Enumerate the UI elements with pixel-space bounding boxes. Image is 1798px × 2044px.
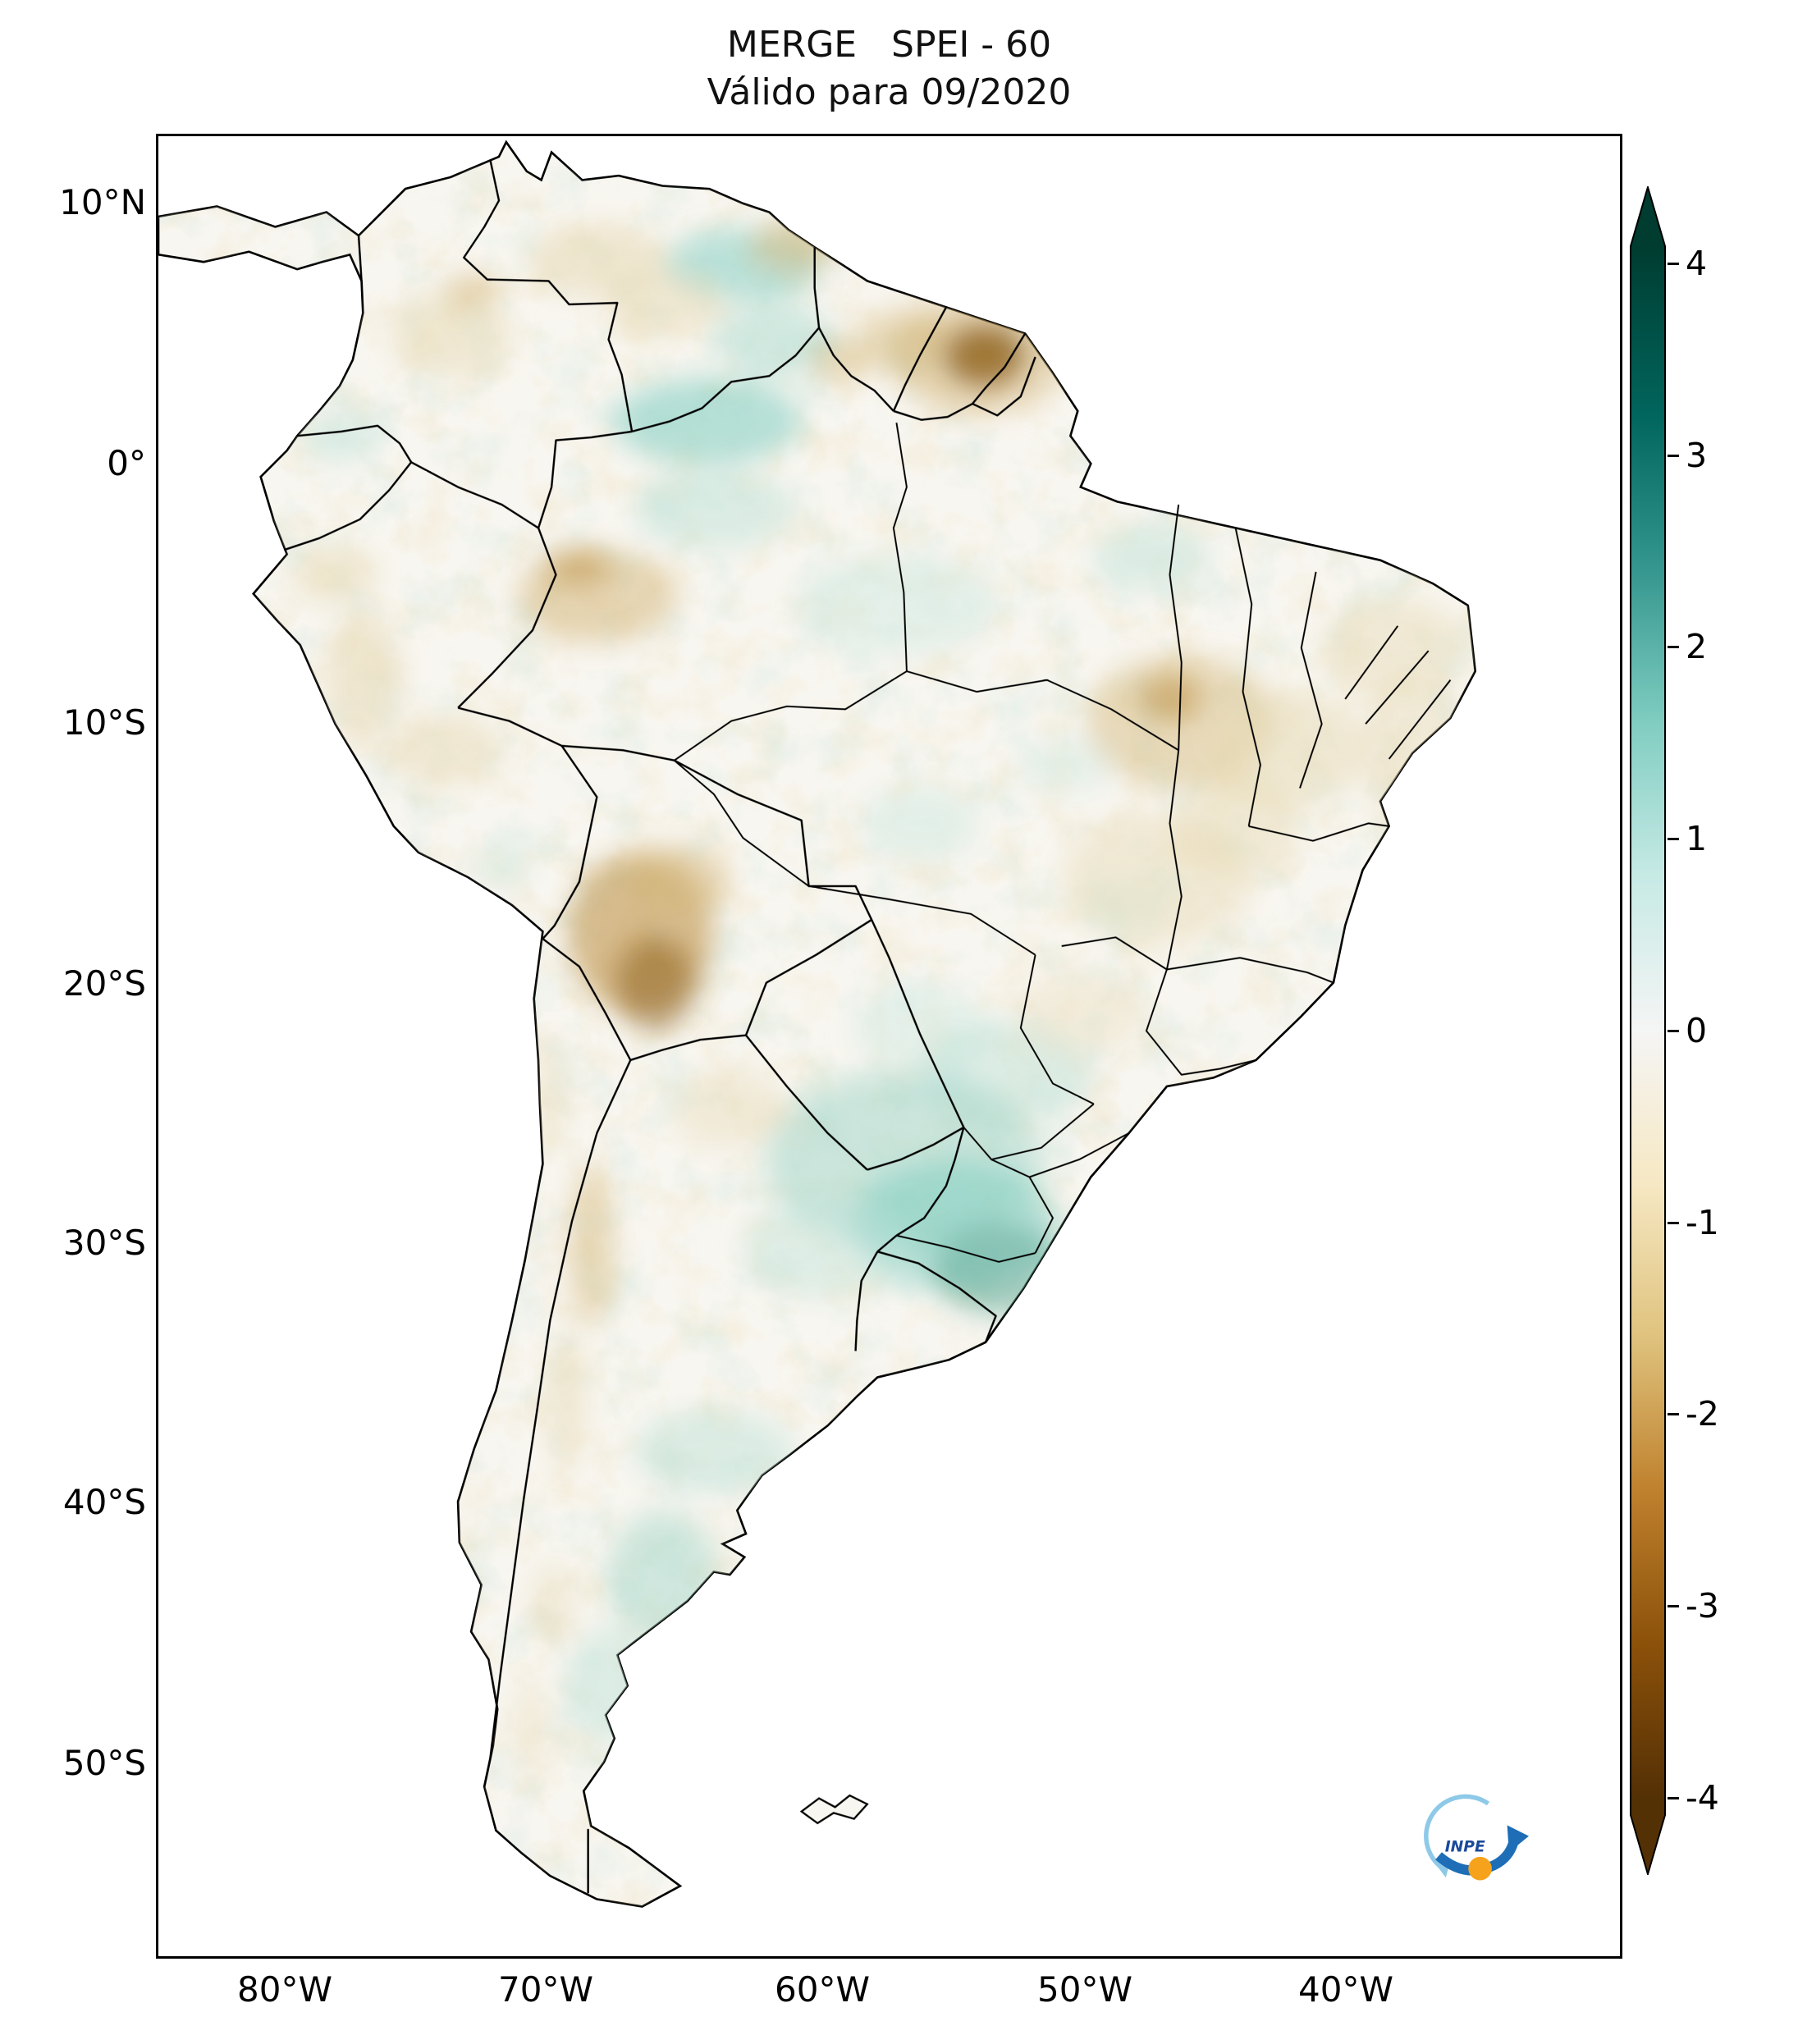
colorbar-tick-label: 4 bbox=[1686, 244, 1708, 283]
swirl-icon bbox=[1424, 1794, 1490, 1871]
colorbar-tick-label: 0 bbox=[1686, 1011, 1708, 1050]
colorbar-tick-label: -2 bbox=[1686, 1394, 1719, 1434]
title-block: MERGE SPEI - 60 Válido para 09/2020 bbox=[156, 21, 1622, 117]
colorbar-extend-bottom bbox=[1631, 1815, 1665, 1874]
colorbar-tick-mark bbox=[1668, 263, 1679, 265]
colorbar-extend-top bbox=[1631, 187, 1665, 246]
y-tick-label: 30°S bbox=[62, 1223, 146, 1263]
colorbar-tick-label: 2 bbox=[1686, 627, 1708, 666]
x-tick-label: 70°W bbox=[498, 1969, 593, 2010]
arrowhead-icon bbox=[1507, 1825, 1529, 1853]
chart-subtitle: Válido para 09/2020 bbox=[707, 71, 1072, 113]
inpe-logo-text: INPE bbox=[1445, 1838, 1485, 1855]
x-tick-label: 50°W bbox=[1037, 1969, 1132, 2010]
x-tick-label: 60°W bbox=[775, 1969, 870, 2010]
colorbar-outline bbox=[1630, 186, 1666, 1875]
y-tick-label: 40°S bbox=[62, 1482, 146, 1522]
inpe-logo: INPE bbox=[1421, 1786, 1529, 1894]
colorbar-tick-label: -4 bbox=[1686, 1778, 1719, 1818]
chart-title: MERGE SPEI - 60 bbox=[726, 24, 1052, 66]
globe-dot-icon bbox=[1468, 1856, 1492, 1881]
y-tick-label: 20°S bbox=[62, 963, 146, 1004]
colorbar-tick-mark bbox=[1668, 1413, 1679, 1415]
south-america-map bbox=[158, 139, 1477, 1908]
colorbar-tick-mark bbox=[1668, 1222, 1679, 1224]
colorbar-tick-mark bbox=[1668, 1797, 1679, 1799]
colorbar-tick-mark bbox=[1668, 1605, 1679, 1607]
y-tick-label: 0° bbox=[107, 443, 146, 483]
colorbar bbox=[1630, 186, 1666, 1875]
y-tick-label: 50°S bbox=[62, 1743, 146, 1783]
colorbar-gradient bbox=[1631, 246, 1665, 1815]
colorbar-tick-mark bbox=[1668, 1030, 1679, 1032]
state-borders bbox=[674, 423, 1452, 1263]
falkland-islands bbox=[799, 1794, 869, 1825]
colorbar-tick-mark bbox=[1668, 455, 1679, 457]
colorbar-tick-mark bbox=[1668, 838, 1679, 840]
colorbar-tick-label: -3 bbox=[1686, 1586, 1719, 1626]
colorbar-tick-label: 3 bbox=[1686, 436, 1708, 475]
country-borders bbox=[283, 159, 1036, 1894]
colorbar-tick-label: -1 bbox=[1686, 1203, 1719, 1242]
y-tick-label: 10°N bbox=[59, 182, 146, 222]
colorbar-tick-mark bbox=[1668, 646, 1679, 648]
y-tick-label: 10°S bbox=[62, 702, 146, 743]
colorbar-tick-label: 1 bbox=[1686, 819, 1708, 858]
x-tick-label: 80°W bbox=[237, 1969, 332, 2010]
map-frame: INPE bbox=[156, 134, 1622, 1959]
x-tick-label: 40°W bbox=[1298, 1969, 1393, 2010]
